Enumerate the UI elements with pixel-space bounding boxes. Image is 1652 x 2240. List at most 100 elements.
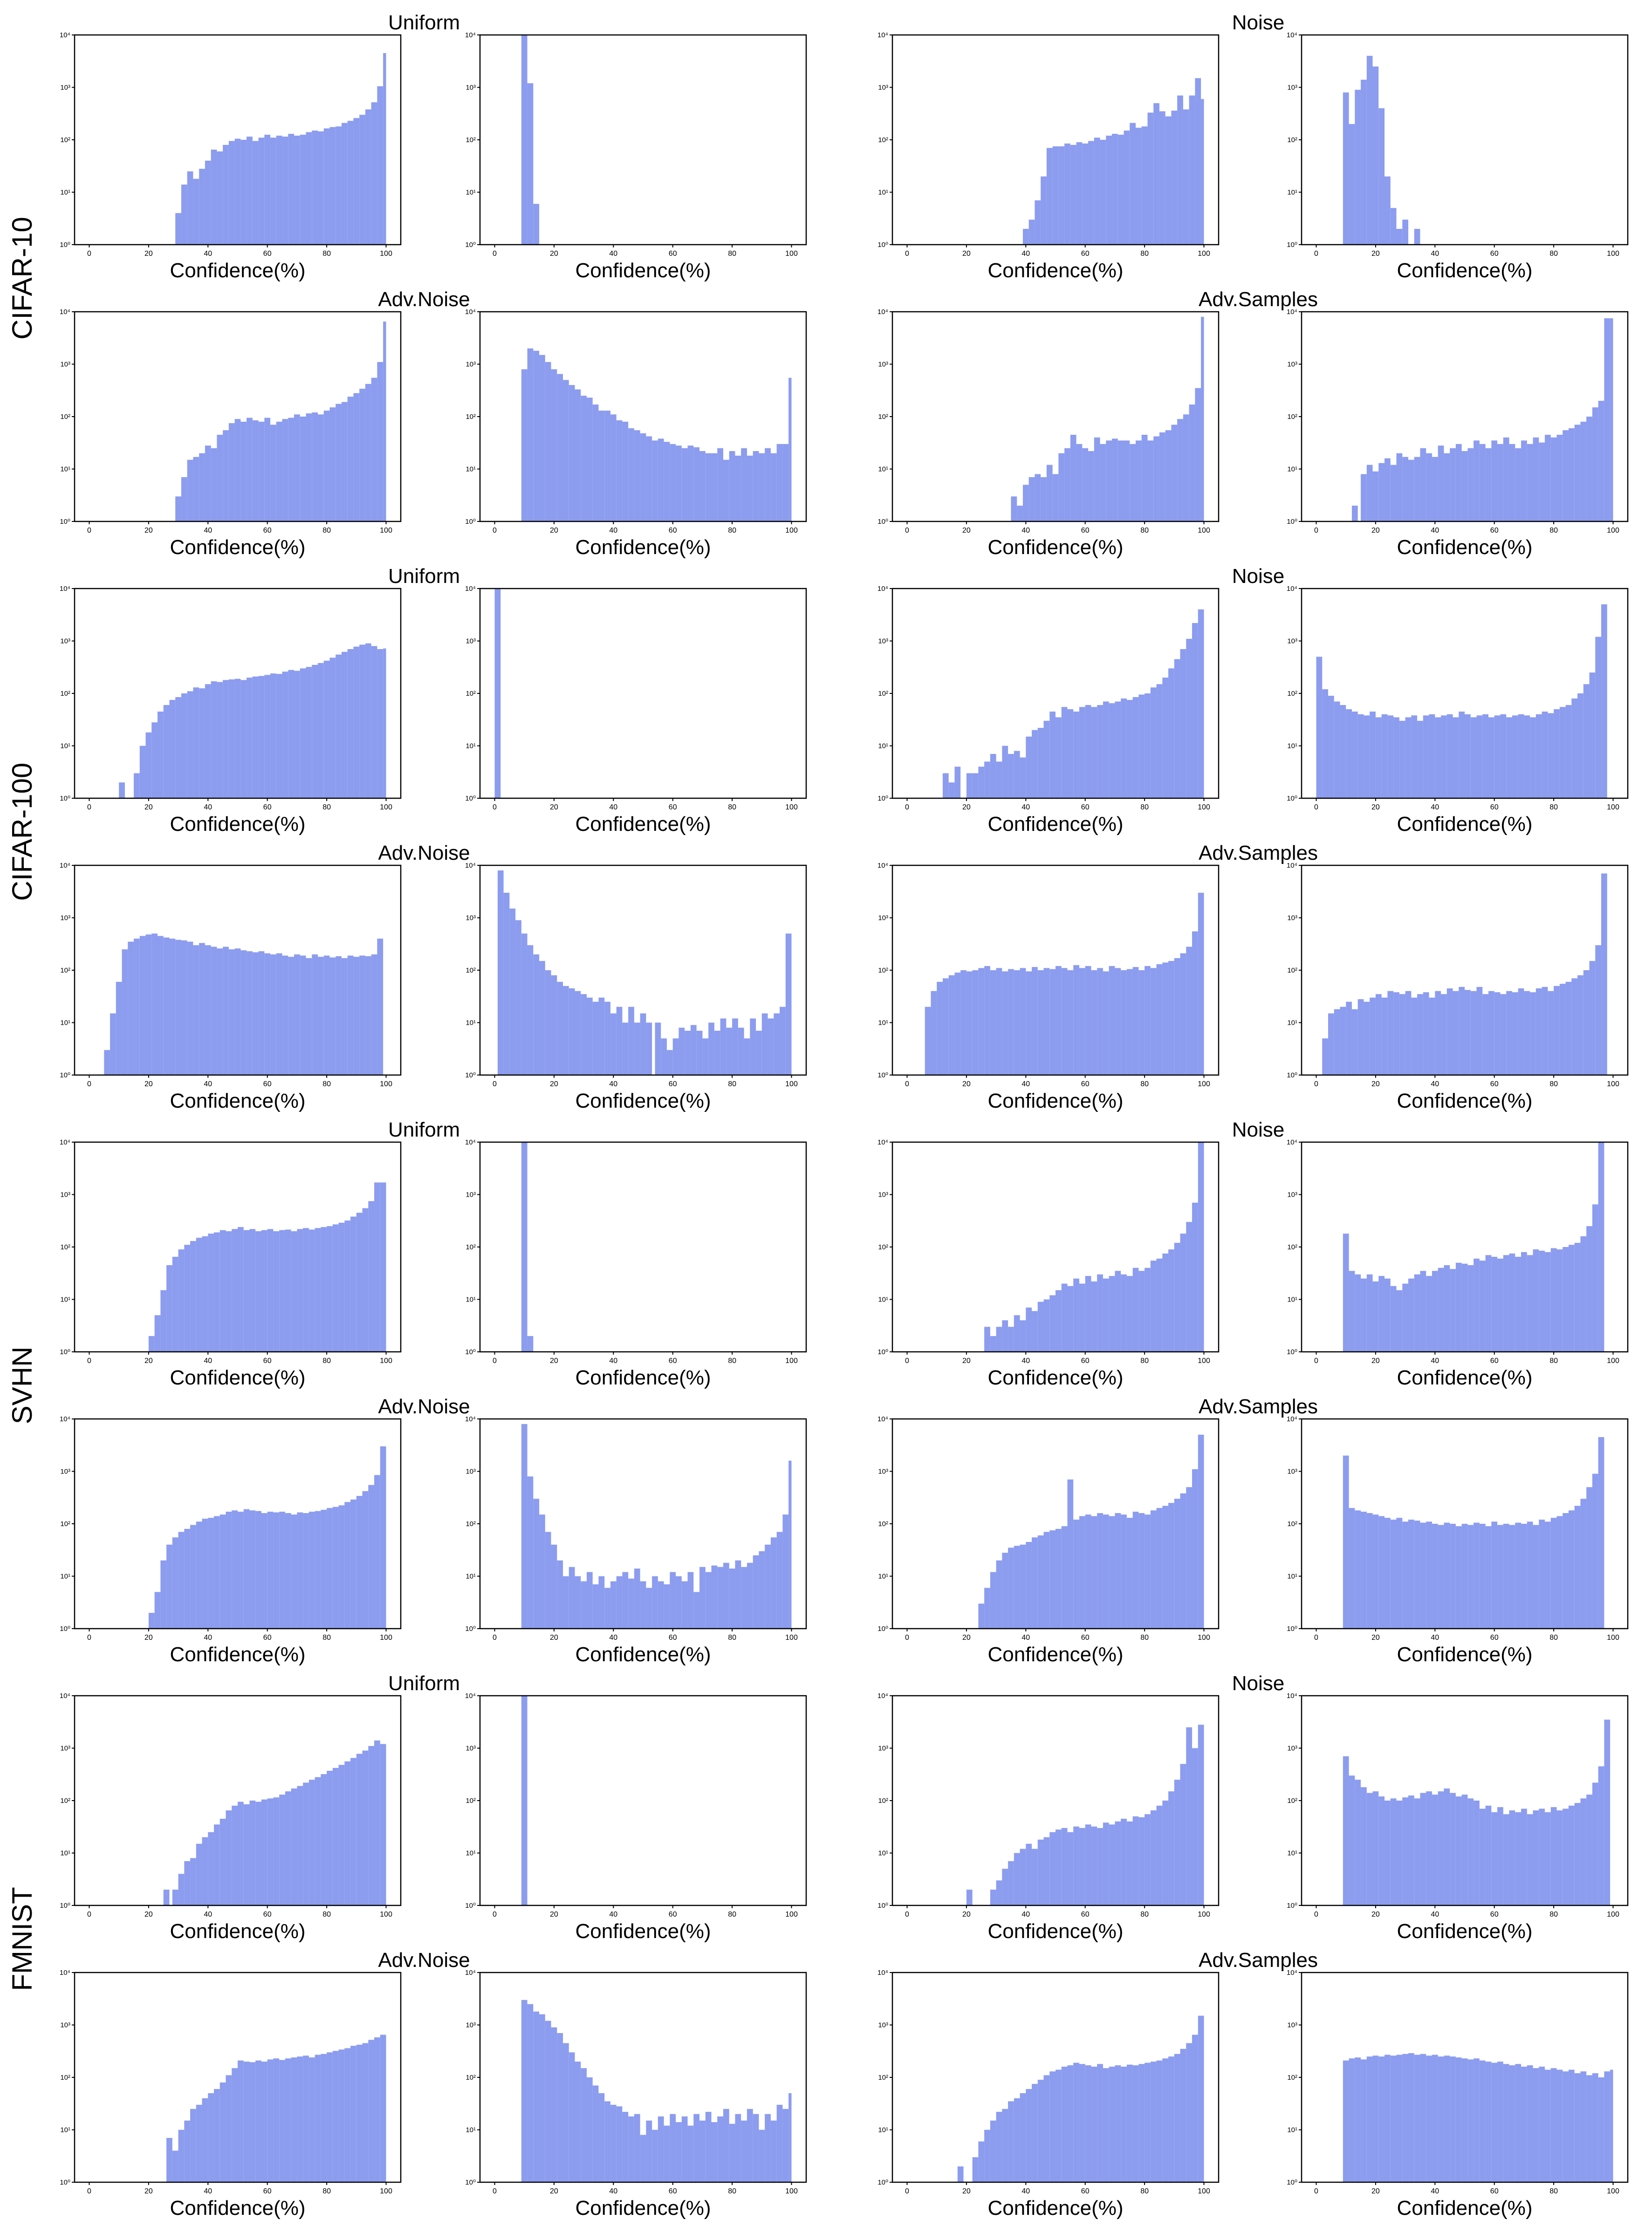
y-tick-label: 10⁴ xyxy=(465,1415,476,1423)
histogram-bar xyxy=(1147,440,1154,521)
histogram-bar xyxy=(966,1890,973,1905)
y-tick-label: 10¹ xyxy=(878,1019,888,1027)
histogram-bar xyxy=(128,941,134,1075)
y-tick-label: 10⁴ xyxy=(877,585,888,593)
histogram-bar xyxy=(1402,1283,1408,1352)
histogram-bar xyxy=(521,1424,528,1629)
x-tick-label: 0 xyxy=(493,1634,497,1642)
histogram-bar xyxy=(232,2068,238,2182)
x-tick-label: 60 xyxy=(263,1634,272,1642)
histogram-bar xyxy=(1192,931,1198,1075)
x-tick-label: 40 xyxy=(1431,250,1439,258)
histogram-bar xyxy=(1441,715,1447,798)
histogram-bar xyxy=(291,1788,297,1905)
histogram-bar xyxy=(1046,148,1053,245)
histogram-bar xyxy=(1533,1525,1539,1629)
histogram-bar xyxy=(1387,991,1394,1075)
y-tick-label: 10² xyxy=(1287,1243,1297,1251)
histogram-bar xyxy=(942,978,949,1075)
histogram-bar xyxy=(1156,684,1163,798)
histogram-bar xyxy=(1482,994,1488,1075)
x-tick-label: 60 xyxy=(669,1911,677,1918)
histogram-bar xyxy=(1378,108,1385,245)
histogram-bar xyxy=(693,1592,700,1629)
histogram-bar xyxy=(1141,126,1148,245)
x-tick-label: 0 xyxy=(87,803,91,811)
histogram-bar xyxy=(365,384,371,521)
histogram-bar xyxy=(557,2033,563,2182)
histogram-bar xyxy=(690,1025,697,1075)
histogram-bar xyxy=(1521,1252,1527,1352)
x-tick-label: 20 xyxy=(550,1080,558,1088)
histogram-bar xyxy=(1461,451,1468,521)
histogram-bar xyxy=(1109,1824,1115,1905)
x-tick-label: 60 xyxy=(1081,1080,1090,1088)
histogram-bar xyxy=(1056,966,1062,1075)
x-tick-label: 100 xyxy=(1198,527,1210,534)
x-tick-label: 60 xyxy=(669,250,677,258)
x-tick-label: 60 xyxy=(1081,1911,1090,1918)
x-axis-label: Confidence(%) xyxy=(1397,2197,1532,2219)
x-axis-label: Confidence(%) xyxy=(575,2197,711,2219)
histogram-bar xyxy=(306,958,312,1075)
x-axis-label: Confidence(%) xyxy=(170,2197,305,2219)
histogram-bar xyxy=(308,1229,315,1352)
histogram-bar xyxy=(247,137,253,245)
histogram-bar xyxy=(1091,1281,1097,1352)
y-tick-label: 10³ xyxy=(466,1468,476,1476)
histogram-bar xyxy=(1346,1001,1352,1075)
histogram-bar xyxy=(711,453,718,521)
histogram-bar xyxy=(1402,457,1408,521)
histogram-bar xyxy=(1474,1801,1480,1905)
histogram-bar xyxy=(196,1238,202,1352)
histogram-bar xyxy=(1527,1255,1533,1352)
histogram-bar xyxy=(575,389,581,521)
histogram-bar xyxy=(1500,714,1507,798)
x-tick-label: 80 xyxy=(1140,1080,1149,1088)
histogram-bar xyxy=(1355,2057,1361,2182)
histogram-bar xyxy=(332,1224,339,1352)
y-tick-label: 10⁰ xyxy=(465,1902,476,1910)
histogram-bar xyxy=(1485,1805,1492,1905)
histogram-bar xyxy=(1357,999,1364,1075)
y-tick-label: 10¹ xyxy=(878,1296,888,1304)
x-tick-label: 40 xyxy=(609,527,617,534)
y-tick-label: 10³ xyxy=(60,2021,70,2029)
histogram-bar xyxy=(347,649,354,798)
x-tick-label: 40 xyxy=(204,2187,212,2195)
histogram-bar xyxy=(729,2124,735,2182)
histogram-bar xyxy=(1417,720,1423,798)
x-axis-label: Confidence(%) xyxy=(575,1366,711,1389)
x-tick-label: 100 xyxy=(785,1080,798,1088)
histogram-bar xyxy=(1571,978,1578,1075)
histogram-bar xyxy=(187,941,193,1075)
histogram-bar xyxy=(240,421,247,521)
histogram-bar xyxy=(1002,2109,1008,2182)
x-tick-label: 0 xyxy=(87,1634,91,1642)
histogram-bar xyxy=(208,2093,214,2182)
x-tick-label: 20 xyxy=(1371,1080,1380,1088)
x-tick-label: 80 xyxy=(728,1080,736,1088)
y-tick-label: 10³ xyxy=(1287,84,1297,92)
x-tick-label: 40 xyxy=(204,803,212,811)
histogram-bar xyxy=(1574,425,1581,521)
histogram-bar xyxy=(1085,1514,1091,1629)
histogram-bar xyxy=(380,2034,386,2182)
histogram-bar xyxy=(1138,694,1145,798)
histogram-bar xyxy=(1453,991,1459,1075)
histogram-bar xyxy=(1186,638,1193,798)
histogram-bar xyxy=(234,419,241,521)
x-axis-label: Confidence(%) xyxy=(1397,259,1532,282)
histogram-bar xyxy=(494,589,501,798)
histogram-bar xyxy=(705,1572,712,1629)
histogram-bar xyxy=(1506,717,1512,798)
histogram-bar xyxy=(1334,1009,1340,1075)
x-tick-label: 20 xyxy=(1371,1357,1380,1365)
y-tick-label: 10⁰ xyxy=(465,2178,476,2186)
y-tick-label: 10¹ xyxy=(878,742,888,750)
y-tick-label: 10⁰ xyxy=(1287,518,1297,526)
histogram-bar xyxy=(1121,2067,1127,2182)
histogram-bar xyxy=(1073,712,1079,798)
histogram-bar xyxy=(279,1512,285,1629)
histogram-bar xyxy=(240,680,247,798)
